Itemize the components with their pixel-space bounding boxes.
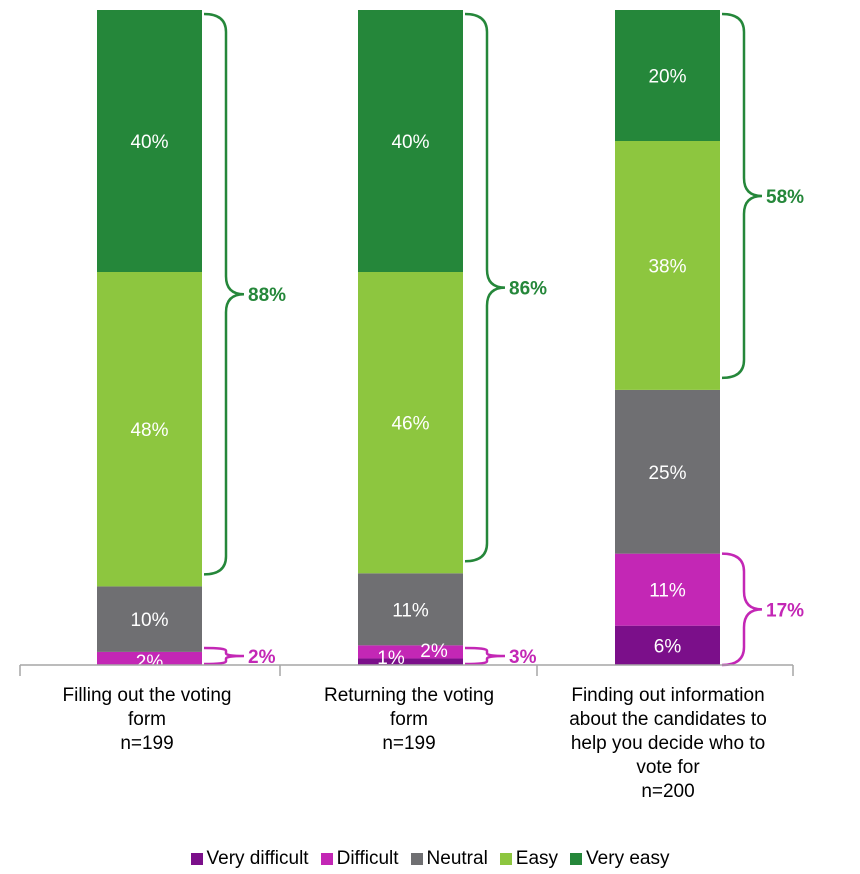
legend-swatch [320, 853, 333, 865]
summary-brace [464, 12, 506, 563]
legend-item-neutral: Neutral [410, 848, 488, 870]
x-axis [19, 664, 794, 676]
legend-swatch [570, 853, 583, 865]
data-label: 10% [130, 610, 168, 631]
negative-summary-label: 17% [766, 600, 804, 621]
bar-segment [615, 553, 720, 626]
summary-brace [203, 12, 245, 576]
legend-label: Very difficult [206, 848, 309, 869]
brackets-group: 88% 2% 86% 3% 58% 17% [203, 12, 804, 668]
positive-summary-label: 58% [766, 187, 804, 208]
category-label-3: Finding out information about the candid… [569, 685, 767, 802]
data-label: 38% [648, 256, 686, 277]
bar-segment [358, 272, 463, 574]
bar-segment [358, 573, 463, 646]
bar-segment [97, 651, 202, 665]
bar-segment [615, 625, 720, 665]
bar-segment [358, 658, 463, 665]
bar-segment [97, 586, 202, 652]
negative-summary-label: 2% [248, 647, 276, 668]
bars-group: 2% 10% 48% 40% 1% 2% 11% 46% 40% 6% 11% 25% 38% 20% [97, 10, 720, 673]
positive-summary-label: 88% [248, 285, 286, 306]
data-label: 1% [377, 648, 405, 669]
data-label: 48% [130, 420, 168, 441]
legend-item-easy: Easy [499, 848, 559, 870]
summary-brace [721, 552, 763, 667]
data-label: 46% [391, 414, 429, 435]
data-label: 40% [391, 132, 429, 153]
bar-segment [358, 10, 463, 272]
legend-label: Neutral [426, 848, 488, 869]
legend-item-very-difficult: Very difficult [190, 848, 309, 870]
bar-segment [615, 10, 720, 141]
bar-segment [97, 272, 202, 587]
legend-item-difficult: Difficult [320, 848, 399, 870]
summary-brace [203, 646, 245, 666]
data-label: 6% [654, 636, 682, 657]
legend-label: Very easy [586, 848, 670, 869]
data-label: 20% [648, 67, 686, 88]
bar-segment [358, 645, 463, 659]
legend-label: Easy [515, 848, 559, 869]
data-label: 40% [130, 132, 168, 153]
data-label: 2% [420, 641, 448, 662]
legend-item-very-easy: Very easy [570, 848, 669, 870]
positive-summary-label: 86% [509, 279, 547, 300]
legend: Very difficult Difficult Neutral Easy Ve… [0, 848, 860, 870]
legend-swatch [410, 853, 423, 865]
summary-brace [721, 12, 763, 380]
bar-segment [97, 10, 202, 272]
category-label-1: Filling out the voting form n=199 [62, 685, 232, 754]
summary-brace [464, 646, 506, 666]
data-label: 11% [392, 600, 429, 621]
legend-label: Difficult [336, 848, 399, 869]
legend-swatch [499, 853, 512, 865]
data-label: 25% [648, 463, 686, 484]
category-label-2: Returning the voting form n=199 [323, 685, 495, 754]
legend-swatch [190, 853, 203, 865]
bar-segment [615, 141, 720, 390]
data-label: 11% [649, 581, 686, 602]
negative-summary-label: 3% [509, 647, 537, 668]
data-label: 2% [136, 652, 164, 673]
bar-segment [615, 389, 720, 554]
